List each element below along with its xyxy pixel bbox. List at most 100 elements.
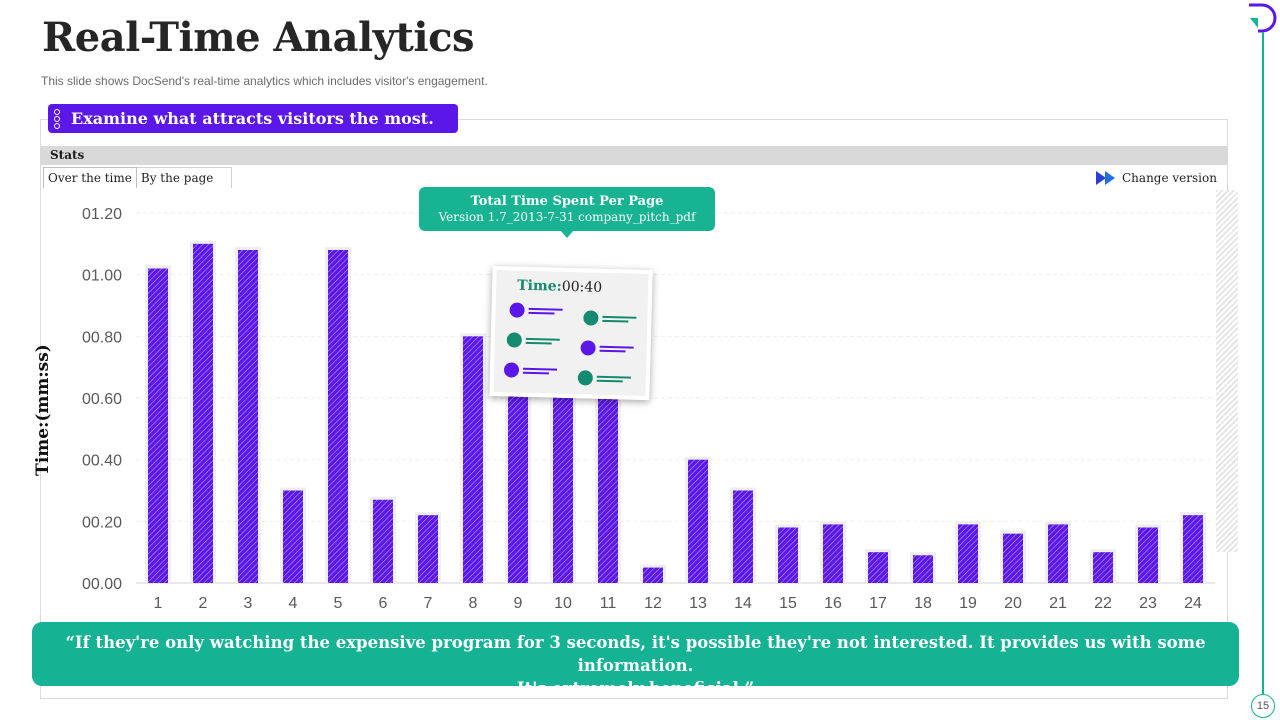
x-tick-label: 16 (824, 595, 842, 612)
bar[interactable] (283, 490, 303, 584)
x-tick-label: 7 (424, 595, 433, 612)
right-rule (1262, 32, 1264, 694)
x-tick-label: 14 (734, 595, 752, 612)
y-axis-label: Time:(mm:ss) (33, 344, 53, 476)
headline-banner: Examine what attracts visitors the most. (48, 104, 458, 133)
bar[interactable] (1093, 552, 1113, 583)
x-tick-label: 10 (554, 595, 572, 612)
bar[interactable] (1003, 533, 1023, 583)
chart-callout: Total Time Spent Per Page Version 1.7_20… (419, 187, 715, 238)
x-tick-label: 3 (244, 595, 253, 612)
card-row (503, 362, 558, 378)
lines-icon (599, 343, 634, 354)
headline-text: Examine what attracts visitors the most. (71, 109, 434, 128)
bar[interactable] (823, 524, 843, 583)
page-title: Real-Time Analytics (42, 14, 474, 61)
x-tick-label: 20 (1004, 595, 1022, 612)
card-row (509, 302, 563, 318)
x-tick-label: 17 (869, 595, 887, 612)
callout-title: Total Time Spent Per Page (470, 194, 664, 209)
time-card: Time:00:40 (489, 265, 653, 401)
bar[interactable] (553, 385, 573, 583)
page-subtitle: This slide shows DocSend's real-time ana… (41, 74, 488, 88)
y-tick-label: 00.20 (82, 514, 122, 531)
y-tick-label: 00.40 (82, 453, 122, 470)
bar[interactable] (373, 499, 393, 583)
bar[interactable] (238, 250, 258, 583)
x-tick-label: 5 (334, 595, 343, 612)
x-tick-label: 12 (644, 595, 662, 612)
stats-bar: Stats (41, 146, 1227, 165)
bar[interactable] (148, 268, 168, 584)
scrollbar-track[interactable] (1216, 190, 1238, 552)
fast-forward-icon (1096, 171, 1115, 185)
page-number: 15 (1251, 694, 1275, 718)
lines-icon (596, 373, 631, 384)
purple-dot-icon (503, 362, 520, 378)
time-card-label: Time:00:40 (517, 278, 602, 296)
x-tick-label: 18 (914, 595, 932, 612)
bar[interactable] (1138, 527, 1158, 584)
bar[interactable] (1048, 524, 1068, 583)
y-tick-label: 00.80 (82, 329, 122, 346)
x-tick-label: 24 (1184, 595, 1202, 612)
x-tick-label: 9 (514, 595, 523, 612)
tab-by-the-page[interactable]: By the page (136, 167, 233, 188)
x-tick-label: 13 (689, 595, 707, 612)
x-tick-label: 23 (1139, 595, 1157, 612)
bar[interactable] (688, 459, 708, 583)
x-tick-label: 15 (779, 595, 797, 612)
bar[interactable] (1183, 515, 1203, 583)
bar[interactable] (193, 243, 213, 584)
teal-dot-icon (577, 370, 594, 386)
bar[interactable] (778, 527, 798, 584)
quote-banner: “If they're only watching the expensive … (32, 622, 1239, 698)
callout-subtitle: Version 1.7_2013-7-31 company_pitch_pdf (438, 210, 696, 224)
bar[interactable] (733, 490, 753, 584)
x-tick-label: 22 (1094, 595, 1112, 612)
x-tick-label: 8 (469, 595, 478, 612)
x-tick-label: 1 (154, 595, 163, 612)
quote-line-1: “If they're only watching the expensive … (65, 633, 1206, 675)
time-value: 00:40 (561, 278, 603, 296)
quote-line-2: It's extremely beneficial.” (516, 679, 755, 698)
dots-icon (54, 109, 62, 129)
x-tick-label: 19 (959, 595, 977, 612)
bar[interactable] (598, 391, 618, 583)
tab-over-the-time[interactable]: Over the time (43, 167, 137, 188)
bar[interactable] (913, 555, 933, 583)
brand-logo-icon (1249, 3, 1277, 33)
lines-icon (522, 365, 558, 376)
change-version-label: Change version (1122, 171, 1217, 185)
lines-icon (525, 335, 560, 346)
card-row (577, 370, 631, 386)
view-tabs: Over the time By the page (43, 167, 233, 188)
y-tick-label: 00.60 (82, 391, 122, 408)
card-row (506, 332, 560, 348)
bar[interactable] (508, 379, 528, 584)
bar[interactable] (643, 567, 663, 583)
lines-icon (528, 305, 563, 316)
x-tick-label: 4 (289, 595, 298, 612)
y-tick-label: 01.20 (82, 206, 122, 223)
x-tick-label: 21 (1049, 595, 1067, 612)
x-tick-label: 6 (379, 595, 388, 612)
bar[interactable] (958, 524, 978, 583)
bar[interactable] (868, 552, 888, 583)
teal-dot-icon (583, 310, 599, 326)
y-tick-label: 00.00 (82, 576, 122, 593)
purple-dot-icon (580, 340, 596, 356)
purple-dot-icon (509, 302, 525, 318)
time-key: Time: (517, 277, 563, 295)
bar[interactable] (463, 336, 483, 583)
change-version-button[interactable]: Change version (1096, 171, 1217, 185)
x-tick-label: 2 (199, 595, 208, 612)
x-tick-label: 11 (600, 595, 617, 612)
card-row (580, 340, 634, 356)
card-row (583, 310, 637, 326)
teal-dot-icon (506, 332, 522, 348)
lines-icon (602, 313, 637, 324)
bar[interactable] (418, 515, 438, 583)
bar[interactable] (328, 250, 348, 583)
